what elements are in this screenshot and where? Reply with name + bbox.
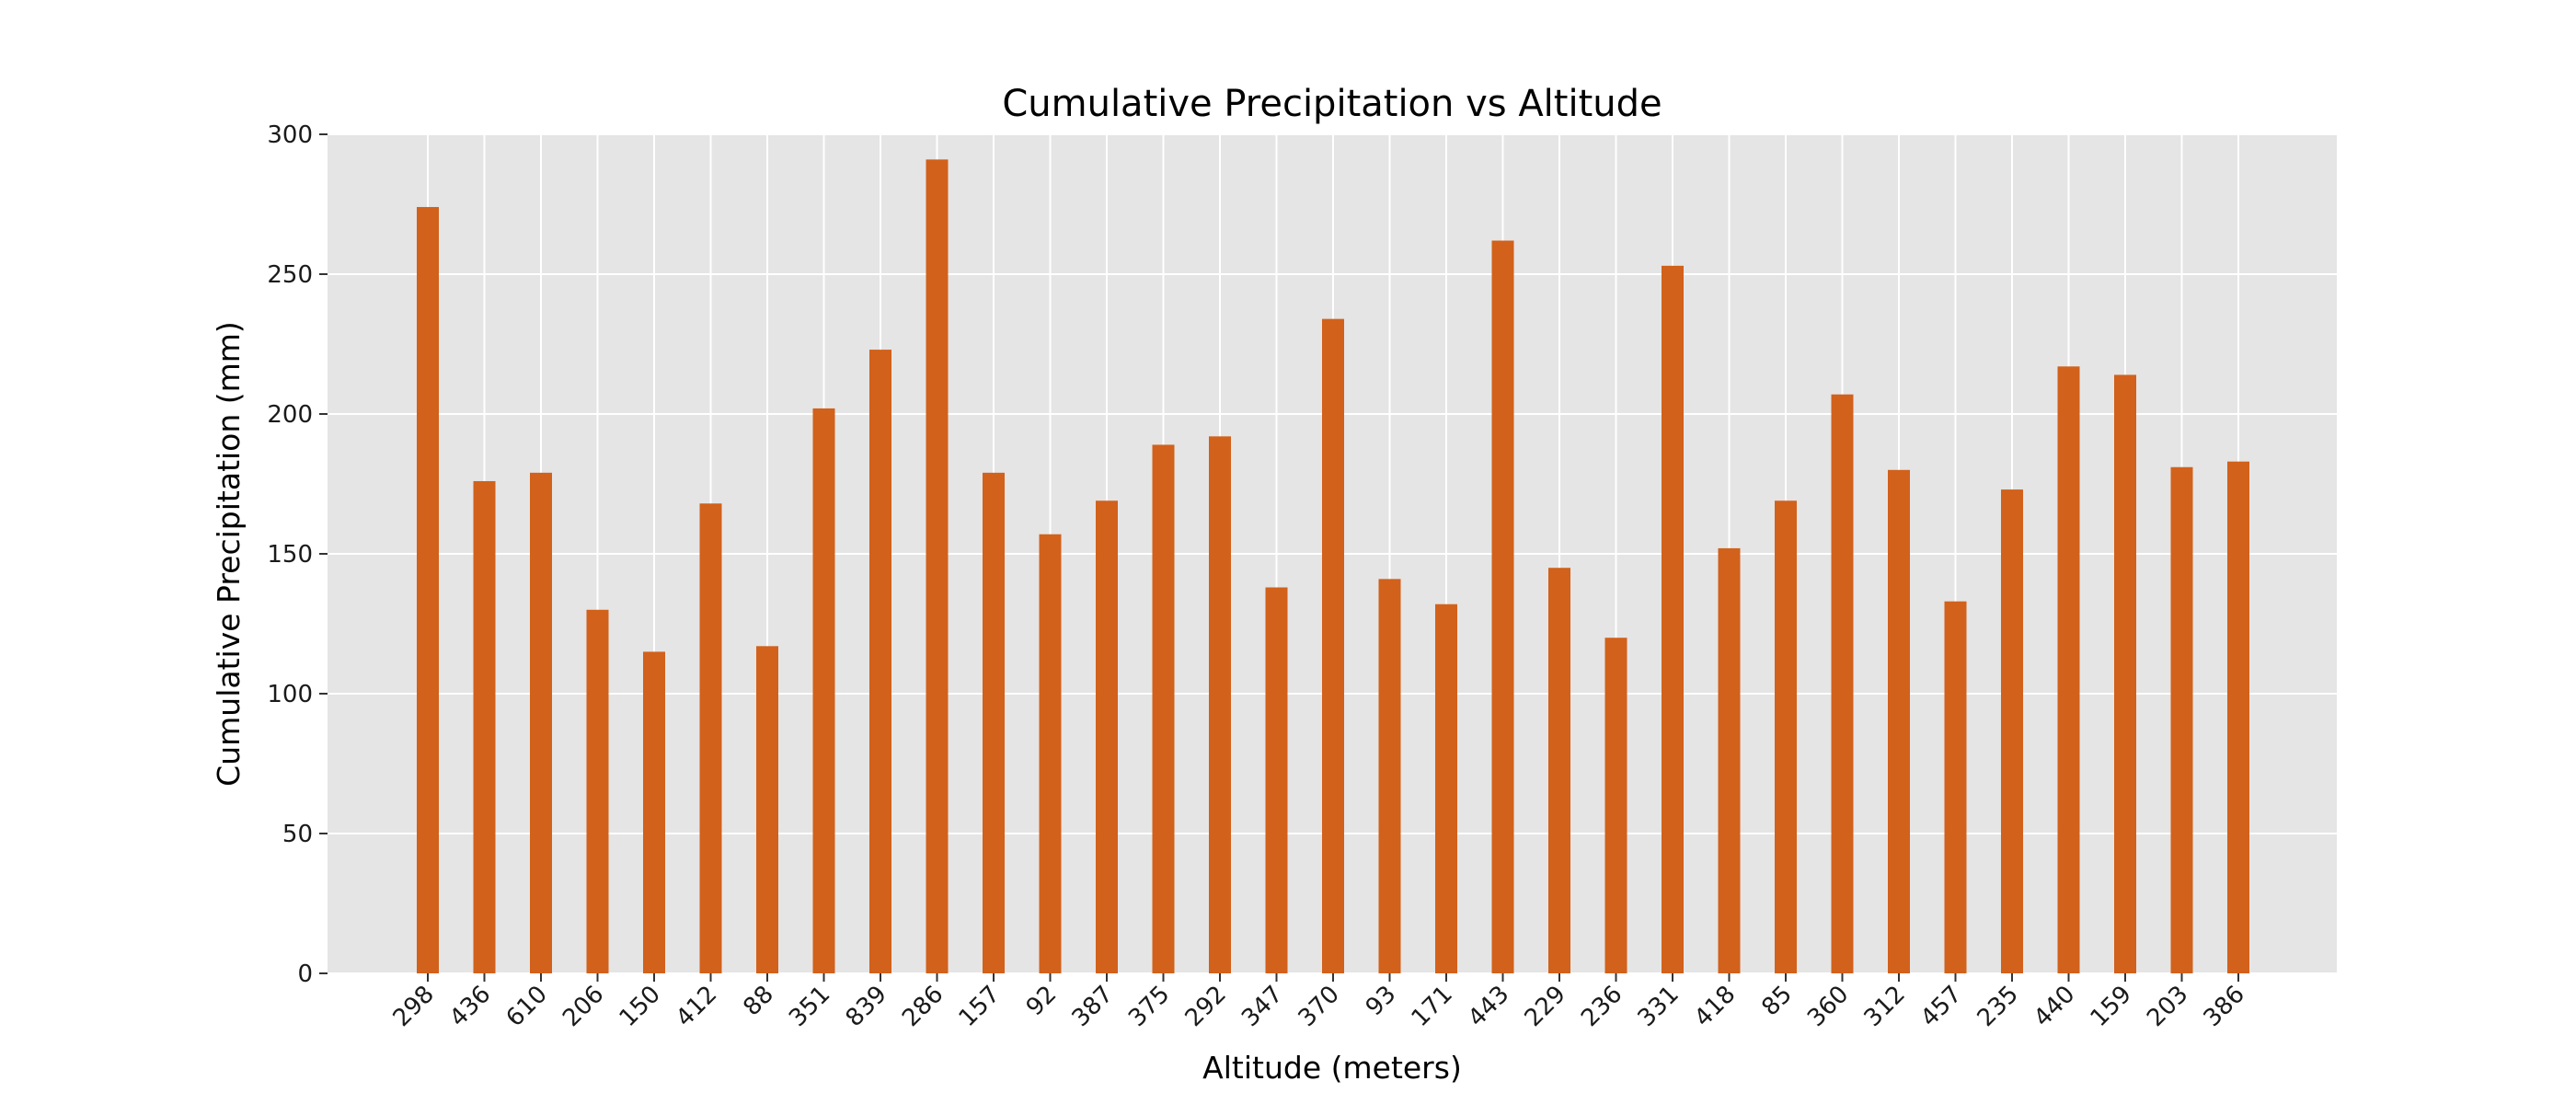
x-tick-label: 436 — [444, 981, 496, 1032]
x-axis: 298 436 610 206 150 412 88 351 839 286 157 92 387 375… — [388, 973, 2250, 1032]
x-tick-label: 229 — [1520, 981, 1571, 1032]
x-tick-label: 92 — [1021, 981, 1063, 1022]
x-tick-label: 370 — [1294, 981, 1345, 1032]
x-tick-label: 610 — [501, 981, 553, 1032]
x-tick-label: 412 — [671, 981, 722, 1032]
x-tick-label: 347 — [1236, 981, 1288, 1032]
y-tick-label: 250 — [267, 261, 313, 289]
x-tick-label: 292 — [1180, 981, 1232, 1032]
x-tick-label: 203 — [2142, 981, 2193, 1032]
x-tick-label: 312 — [1859, 981, 1911, 1032]
bar — [983, 472, 1005, 973]
bar — [2227, 461, 2249, 973]
bar — [1435, 604, 1457, 973]
bar — [1604, 638, 1627, 973]
y-tick-label: 300 — [267, 121, 313, 149]
x-tick-label: 443 — [1463, 981, 1514, 1032]
bar — [586, 609, 609, 973]
bar — [1152, 444, 1175, 973]
bar — [2057, 366, 2080, 973]
bar — [1096, 500, 1118, 973]
x-tick-label: 375 — [1123, 981, 1175, 1032]
bar — [1491, 240, 1514, 973]
bar — [1718, 547, 1741, 973]
x-tick-label: 236 — [1576, 981, 1627, 1032]
bar — [756, 646, 778, 973]
bar — [2001, 489, 2023, 973]
y-tick-label: 0 — [297, 960, 313, 988]
bar — [2170, 466, 2193, 973]
y-axis: 0 50 100 150 200 250 300 — [267, 121, 328, 988]
bar — [1039, 534, 1062, 973]
bar — [643, 651, 665, 973]
x-tick-label: 839 — [841, 981, 892, 1032]
x-tick-label: 85 — [1756, 981, 1798, 1022]
bar — [812, 408, 835, 973]
bar — [926, 159, 949, 974]
bar — [1831, 394, 1854, 974]
x-tick-label: 159 — [2086, 981, 2137, 1032]
x-tick-label: 418 — [1689, 981, 1741, 1032]
y-tick-label: 50 — [282, 821, 313, 848]
bar — [1944, 601, 1967, 973]
bar — [869, 350, 891, 974]
bar — [530, 472, 552, 973]
bar — [1209, 436, 1231, 973]
x-tick-label: 298 — [388, 981, 440, 1032]
y-axis-label: Cumulative Precipitation (mm) — [211, 321, 247, 787]
bar — [1662, 265, 1684, 973]
x-tick-label: 351 — [784, 981, 835, 1032]
x-tick-label: 457 — [1915, 981, 1967, 1032]
x-tick-label: 360 — [1802, 981, 1854, 1032]
bars — [417, 159, 2249, 974]
x-tick-label: 88 — [738, 981, 779, 1022]
bar — [1265, 587, 1288, 973]
bar — [2114, 374, 2136, 973]
x-tick-label: 331 — [1633, 981, 1685, 1032]
x-tick-label: 440 — [2029, 981, 2080, 1032]
bar — [417, 207, 439, 974]
x-tick-label: 387 — [1067, 981, 1119, 1032]
x-tick-label: 206 — [558, 981, 609, 1032]
bar — [473, 480, 496, 973]
x-tick-label: 150 — [615, 981, 666, 1032]
x-axis-label: Altitude (meters) — [1202, 1050, 1462, 1086]
x-tick-label: 157 — [954, 981, 1006, 1032]
x-tick-label: 386 — [2199, 981, 2250, 1032]
x-tick-label: 93 — [1361, 981, 1402, 1022]
y-tick-label: 150 — [267, 541, 313, 569]
x-tick-label: 286 — [897, 981, 949, 1032]
chart-title: Cumulative Precipitation vs Altitude — [1002, 83, 1662, 125]
x-tick-label: 171 — [1407, 981, 1458, 1032]
bar — [1888, 469, 1910, 973]
bar — [1548, 568, 1570, 973]
x-tick-label: 235 — [1972, 981, 2024, 1032]
bar — [1378, 579, 1401, 973]
bar — [699, 503, 722, 973]
bar — [1775, 500, 1797, 973]
y-tick-label: 100 — [267, 681, 313, 708]
bar — [1322, 318, 1344, 973]
y-tick-label: 200 — [267, 401, 313, 429]
